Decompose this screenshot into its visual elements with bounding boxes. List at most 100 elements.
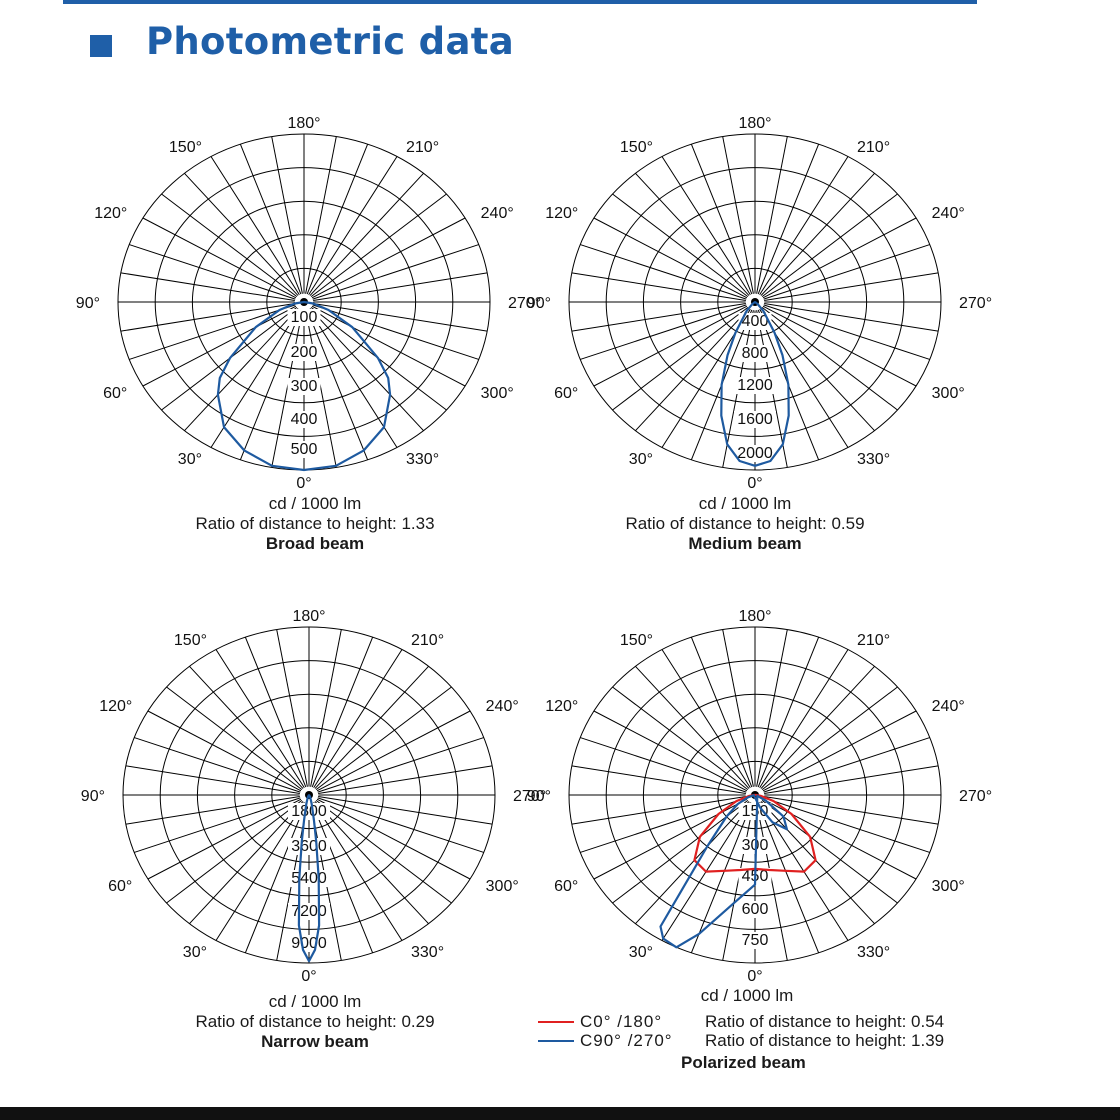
- grid-spoke: [612, 686, 749, 790]
- angle-label: 30°: [183, 944, 207, 961]
- angle-label: 330°: [406, 451, 439, 468]
- grid-spoke: [314, 801, 429, 925]
- grid-spoke: [276, 629, 308, 787]
- angle-label: 240°: [932, 205, 965, 222]
- angle-label: 0°: [301, 968, 316, 985]
- legend-ratio: Ratio of distance to height: 1.39: [705, 1031, 945, 1050]
- grid-spoke: [580, 244, 747, 300]
- grid-spoke: [764, 272, 939, 302]
- angle-label: 300°: [932, 385, 965, 402]
- angle-label: 60°: [554, 878, 578, 895]
- grid-spoke: [762, 305, 917, 387]
- ring-label-background: [734, 377, 776, 394]
- grid-spoke: [215, 802, 305, 941]
- angle-label: 330°: [857, 944, 890, 961]
- angle-label: 180°: [292, 608, 325, 625]
- angle-label: 30°: [629, 944, 653, 961]
- grid-spoke: [210, 309, 300, 448]
- angle-label: 150°: [620, 632, 653, 649]
- angle-label: 210°: [411, 632, 444, 649]
- grid-spoke: [129, 304, 296, 360]
- ring-label-background: [738, 313, 772, 330]
- luminous-intensity-curve: [659, 794, 788, 949]
- grid-spoke: [318, 765, 493, 795]
- angle-label: 270°: [513, 788, 546, 805]
- grid-spoke: [314, 665, 429, 789]
- angle-label: 270°: [508, 295, 541, 312]
- grid-spoke: [134, 797, 301, 853]
- angle-label: 150°: [174, 632, 207, 649]
- ring-label-background: [288, 838, 330, 855]
- legend-swatch-red: [538, 1021, 574, 1023]
- grid-spoke: [759, 649, 849, 788]
- grid-spoke: [239, 309, 302, 461]
- ring-label-background: [738, 901, 772, 918]
- grid-spoke: [690, 802, 753, 954]
- grid-spoke: [690, 636, 753, 788]
- grid-spoke: [761, 307, 898, 411]
- angle-label: 330°: [411, 944, 444, 961]
- ring-label-background: [287, 378, 321, 395]
- grid-spoke: [306, 309, 369, 461]
- grid-spoke: [759, 156, 849, 295]
- angle-label: 90°: [76, 295, 100, 312]
- ring-label-background: [738, 932, 772, 949]
- top-rule: [63, 0, 977, 4]
- legend-label: C0° /180°: [580, 1012, 663, 1031]
- ring-value-label: 1200: [737, 377, 773, 394]
- section-bullet-square: [90, 35, 112, 57]
- grid-spoke: [184, 308, 299, 432]
- grid-spoke: [580, 304, 747, 360]
- grid-spoke: [757, 143, 820, 295]
- grid-spoke: [313, 302, 488, 332]
- grid-spoke: [310, 629, 342, 787]
- ratio-label: Ratio of distance to height: 0.29: [195, 1012, 435, 1031]
- ring-label-background: [288, 935, 330, 952]
- grid-spoke: [184, 172, 299, 296]
- grid-spoke: [147, 710, 302, 792]
- grid-spoke: [635, 172, 750, 296]
- grid-spoke: [317, 797, 484, 853]
- angle-label: 120°: [545, 205, 578, 222]
- grid-spoke: [166, 686, 303, 790]
- angle-label: 30°: [178, 451, 202, 468]
- grid-spoke: [311, 802, 374, 954]
- grid-spoke: [142, 305, 297, 387]
- grid-spoke: [313, 649, 403, 788]
- medium-beam-caption: cd / 1000 lm Ratio of distance to height…: [535, 494, 955, 554]
- ratio-label: Ratio of distance to height: 1.33: [195, 514, 435, 533]
- ring-value-label: 1800: [291, 803, 327, 820]
- grid-spoke: [305, 136, 337, 294]
- ring-value-label: 750: [742, 932, 769, 949]
- grid-spoke: [612, 307, 749, 411]
- grid-spoke: [309, 172, 424, 296]
- ring-value-label: 500: [291, 441, 318, 458]
- angle-label: 150°: [620, 139, 653, 156]
- grid-spoke: [308, 156, 398, 295]
- ring-value-label: 600: [742, 901, 769, 918]
- luminous-intensity-curve: [720, 301, 790, 467]
- grid-spoke: [757, 802, 820, 954]
- grid-spoke: [315, 800, 452, 904]
- unit-label: cd / 1000 lm: [700, 986, 794, 1005]
- ring-value-label: 400: [742, 313, 769, 330]
- beam-name: Medium beam: [688, 534, 802, 553]
- bottom-rule: [0, 1107, 1120, 1120]
- grid-spoke: [571, 272, 746, 302]
- beam-name: Narrow beam: [261, 1032, 369, 1051]
- grid-spoke: [311, 636, 374, 788]
- grid-spoke: [271, 136, 303, 294]
- grid-spoke: [210, 156, 300, 295]
- grid-spoke: [635, 665, 750, 789]
- grid-spoke: [316, 710, 471, 792]
- angle-label: 60°: [103, 385, 127, 402]
- angle-label: 300°: [486, 878, 519, 895]
- ring-label-background: [288, 803, 330, 820]
- grid-spoke: [761, 193, 898, 297]
- ring-label-background: [287, 344, 321, 361]
- grid-spoke: [312, 244, 479, 300]
- grid-spoke: [316, 798, 471, 880]
- grid-spoke: [661, 156, 751, 295]
